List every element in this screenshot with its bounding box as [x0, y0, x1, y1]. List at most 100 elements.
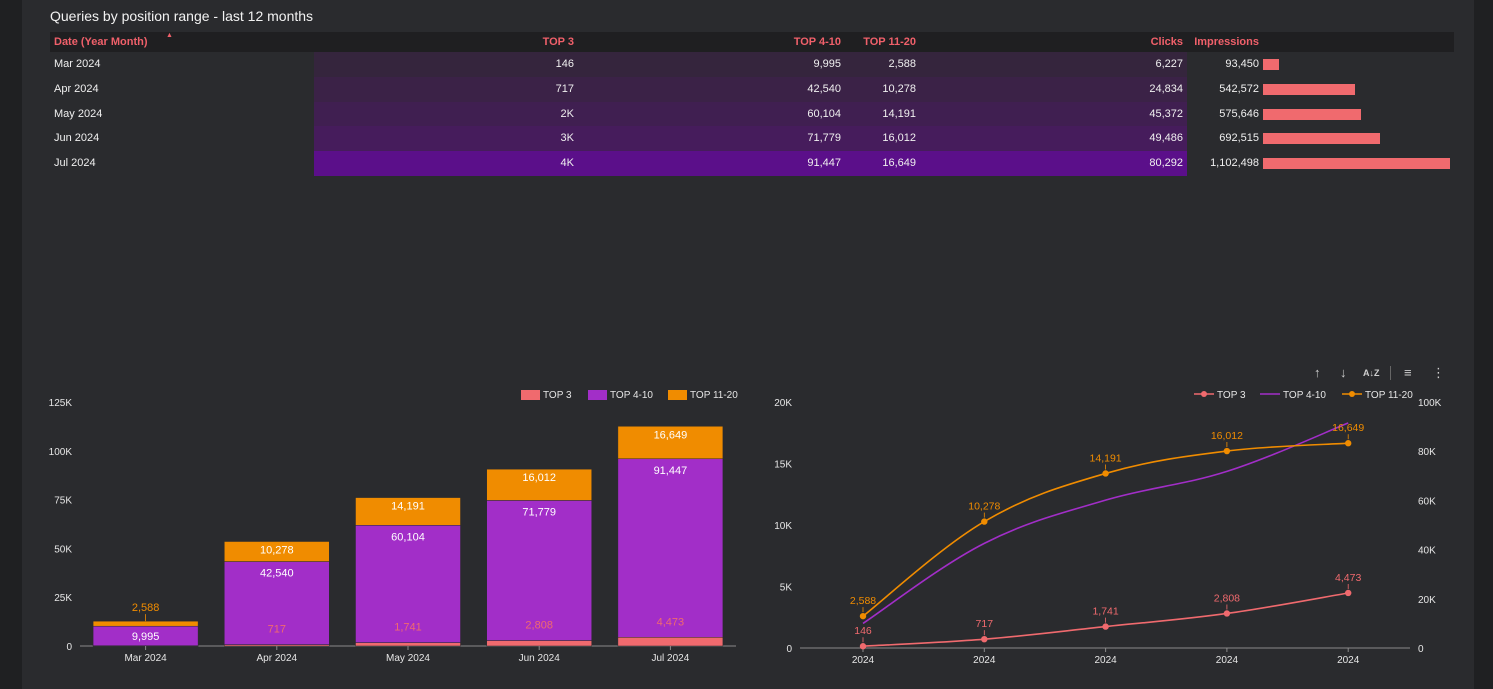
data-label-top11-20: 2,588: [132, 602, 160, 614]
series-line-top4-10[interactable]: [862, 422, 1349, 625]
y-tick-label: 75K: [54, 496, 72, 507]
y-left-tick-label: 20K: [774, 398, 792, 409]
cell-top4-10: 42,540: [578, 76, 845, 102]
data-label-top4-10: 9,995: [132, 631, 160, 643]
point-top11-20[interactable]: [1102, 470, 1109, 477]
point-top11-20[interactable]: [1345, 440, 1352, 447]
bar-top11-20-3[interactable]: [486, 468, 592, 501]
bar-top3-3[interactable]: [486, 640, 592, 647]
bar-top11-20-1[interactable]: [224, 541, 330, 562]
x-tick-label: May 2024: [386, 653, 430, 664]
data-label-top4-10: 71,779: [522, 506, 556, 518]
point-top11-20[interactable]: [981, 518, 988, 525]
point-top3[interactable]: [1223, 610, 1231, 617]
legend-swatch-top11-20[interactable]: [668, 390, 687, 400]
cell-impressions: 93,450: [1225, 58, 1259, 70]
y-right-tick-label: 80K: [1418, 447, 1436, 458]
data-label-top11-20: 14,191: [1090, 452, 1122, 464]
point-top3[interactable]: [859, 643, 867, 650]
cell-top11-20: 16,649: [845, 151, 920, 176]
data-label-top3: 717: [268, 624, 286, 636]
data-label-top3: 1,741: [394, 622, 422, 634]
cell-impressions: 1,102,498: [1210, 157, 1259, 170]
bar-top4-10-4[interactable]: [617, 458, 724, 638]
cell-impressions: 575,646: [1219, 107, 1259, 120]
bar-top3-4[interactable]: [617, 637, 724, 647]
point-top3[interactable]: [1345, 589, 1352, 597]
cell-top11-20: 14,191: [845, 101, 920, 127]
bar-top4-10-3[interactable]: [486, 500, 592, 641]
table-row: Mar 2024 146 9,995 2,588 6,227 93,450: [50, 52, 1454, 77]
data-label-top11-20: 16,012: [1211, 430, 1243, 442]
y-tick-label: 125K: [49, 398, 73, 409]
more-vert-icon[interactable]: ⋮: [1432, 365, 1445, 380]
sort-indicator-icon[interactable]: ▲: [166, 32, 173, 39]
x-tick-label: Jul 2024: [651, 653, 689, 664]
bar-top3-2[interactable]: [355, 642, 461, 647]
data-label-top11-20: 10,278: [260, 544, 294, 556]
table-row: Jul 2024 4K 91,447 16,649 80,292 1,102,498: [50, 151, 1454, 176]
legend-label[interactable]: TOP 3: [543, 390, 572, 401]
cell-impressions: 542,572: [1219, 82, 1259, 95]
cell-top4-10: 71,779: [578, 126, 845, 152]
legend-label[interactable]: TOP 4-10: [610, 390, 653, 401]
y-tick-label: 100K: [49, 447, 73, 458]
column-header-date[interactable]: Date (Year Month): [54, 36, 148, 48]
column-header-top11-20[interactable]: TOP 11-20: [863, 36, 916, 48]
sort-az-icon[interactable]: A↓Z: [1363, 368, 1380, 378]
data-label-top11-20: 10,278: [968, 501, 1000, 513]
cell-date: Jul 2024: [54, 157, 96, 170]
cell-top3: 717: [314, 76, 578, 102]
y-left-tick-label: 5K: [780, 583, 793, 594]
cell-top3: 4K: [314, 151, 578, 176]
x-tick-label: 2024: [1337, 655, 1360, 666]
cell-top11-20: 10,278: [845, 76, 920, 102]
bar-top11-20-4[interactable]: [617, 426, 724, 460]
legend-label[interactable]: TOP 4-10: [1283, 390, 1326, 401]
point-top11-20[interactable]: [1223, 447, 1231, 455]
legend-swatch-top4-10[interactable]: [588, 390, 607, 400]
x-tick-label: 2024: [852, 655, 875, 666]
cell-top3: 2K: [314, 101, 578, 127]
legend-label[interactable]: TOP 3: [1217, 390, 1246, 401]
arrow-up-icon[interactable]: ↑: [1314, 365, 1321, 380]
column-header-top4-10[interactable]: TOP 4-10: [793, 36, 841, 48]
point-top3[interactable]: [1102, 623, 1109, 630]
data-label-top3: 4,473: [1335, 572, 1361, 584]
y-tick-label: 25K: [54, 593, 72, 604]
data-label-top11-20: 16,012: [522, 472, 556, 484]
column-header-clicks[interactable]: Clicks: [1150, 36, 1183, 48]
cell-top3: 3K: [314, 126, 578, 152]
data-label-top3: 2,808: [525, 620, 553, 632]
filter-icon[interactable]: ≡: [1404, 365, 1412, 380]
arrow-down-icon[interactable]: ↓: [1340, 365, 1347, 380]
bar-top4-10-1[interactable]: [224, 561, 330, 645]
cell-date: May 2024: [54, 107, 103, 120]
table-row: Apr 2024 717 42,540 10,278 24,834 542,572: [50, 76, 1454, 102]
data-label-top4-10: 91,447: [654, 465, 688, 477]
column-header-top3[interactable]: TOP 3: [542, 36, 574, 48]
bar-top11-20-0[interactable]: [92, 620, 199, 627]
y-left-tick-label: 15K: [774, 460, 792, 471]
data-label-top3: 2,808: [1214, 592, 1240, 604]
point-top11-20[interactable]: [859, 612, 867, 620]
legend-marker: [1349, 391, 1355, 397]
legend-label[interactable]: TOP 11-20: [690, 390, 738, 401]
cell-clicks: 80,292: [920, 151, 1187, 176]
bar-top11-20-2[interactable]: [355, 497, 461, 526]
legend-label[interactable]: TOP 11-20: [1365, 390, 1413, 401]
data-label-top4-10: 60,104: [391, 531, 425, 543]
legend-swatch-top3[interactable]: [521, 390, 540, 400]
data-label-top3: 146: [854, 625, 872, 637]
x-tick-label: Jun 2024: [519, 653, 561, 664]
column-header-impressions[interactable]: Impressions: [1194, 36, 1259, 48]
y-right-tick-label: 20K: [1418, 595, 1436, 606]
cell-date: Jun 2024: [54, 132, 100, 145]
cell-top4-10: 9,995: [578, 52, 845, 77]
point-top3[interactable]: [981, 635, 988, 643]
table-row: May 2024 2K 60,104 14,191 45,372 575,646: [50, 101, 1454, 127]
legend-marker: [1201, 391, 1207, 397]
cell-top4-10: 91,447: [578, 151, 845, 176]
y-tick-label: 0: [66, 642, 72, 653]
data-label-top3: 4,473: [657, 616, 685, 628]
